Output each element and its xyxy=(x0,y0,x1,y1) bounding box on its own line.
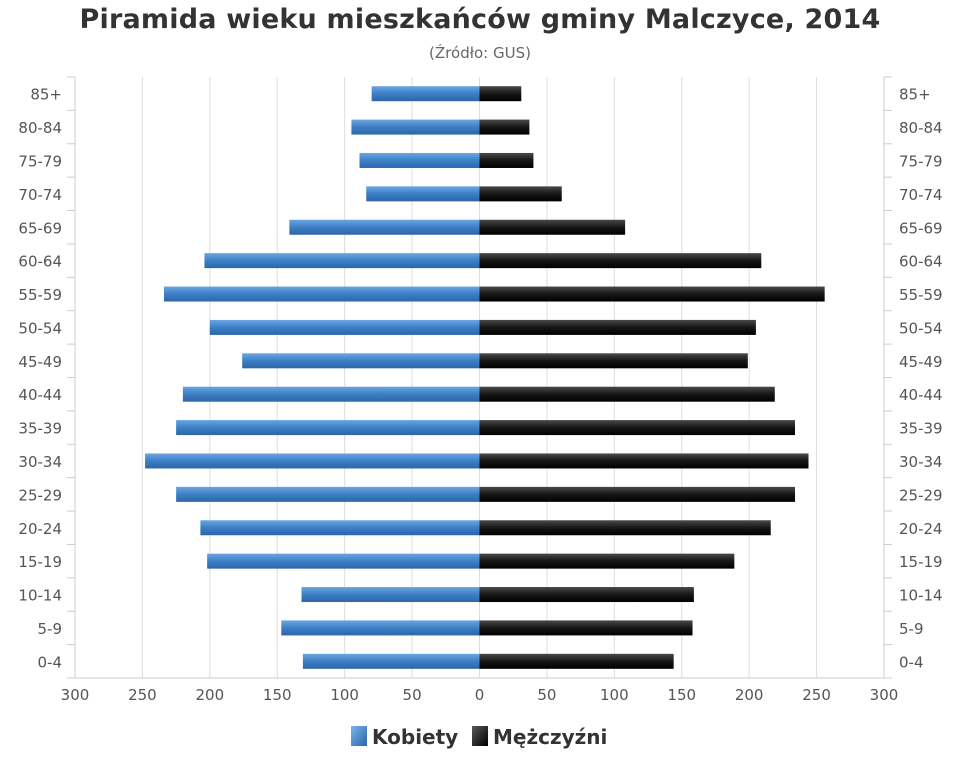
category-label-right: 70-74 xyxy=(899,186,943,204)
category-label-right: 80-84 xyxy=(899,119,943,137)
bar-mezczyzni xyxy=(479,587,694,603)
x-tick-label: 250 xyxy=(802,686,831,704)
category-label-right: 50-54 xyxy=(899,319,943,337)
bar-mezczyzni xyxy=(479,186,562,202)
x-tick-label: 300 xyxy=(870,686,899,704)
category-label-right: 0-4 xyxy=(899,653,924,671)
category-label-left: 20-24 xyxy=(18,520,62,538)
bar-kobiety xyxy=(200,520,480,536)
category-label-right: 30-34 xyxy=(899,453,943,471)
bar-kobiety xyxy=(176,420,480,436)
category-label-left: 80-84 xyxy=(18,119,62,137)
bar-kobiety xyxy=(301,587,480,603)
bar-mezczyzni xyxy=(479,119,530,135)
category-label-left: 55-59 xyxy=(18,286,62,304)
grid-lines xyxy=(141,77,818,678)
legend: Kobiety Mężczyźni xyxy=(351,725,607,749)
bar-kobiety xyxy=(359,152,480,168)
bar-kobiety xyxy=(163,286,480,302)
x-tick-label: 150 xyxy=(667,686,696,704)
legend-swatch-mezczyzni xyxy=(472,726,488,746)
category-label-right: 55-59 xyxy=(899,286,943,304)
category-label-left: 30-34 xyxy=(18,453,62,471)
chart-title: Piramida wieku mieszkańców gminy Malczyc… xyxy=(79,4,881,35)
bars xyxy=(145,86,825,669)
category-label-right: 65-69 xyxy=(899,219,943,237)
category-label-right: 85+ xyxy=(899,86,931,104)
bar-mezczyzni xyxy=(479,86,522,102)
bar-mezczyzni xyxy=(479,286,825,302)
category-label-right: 60-64 xyxy=(899,253,943,271)
category-label-left: 0-4 xyxy=(38,653,63,671)
category-label-right: 10-14 xyxy=(899,587,943,605)
bar-kobiety xyxy=(145,453,480,469)
axes xyxy=(67,76,892,679)
bar-kobiety xyxy=(207,553,480,569)
legend-swatch-kobiety xyxy=(351,726,367,746)
bar-mezczyzni xyxy=(479,152,534,168)
bar-kobiety xyxy=(204,253,480,269)
bar-kobiety xyxy=(289,219,480,235)
bar-kobiety xyxy=(351,119,480,135)
category-label-right: 25-29 xyxy=(899,486,943,504)
category-label-left: 5-9 xyxy=(38,620,63,638)
category-label-left: 25-29 xyxy=(18,486,62,504)
bar-kobiety xyxy=(176,486,480,502)
bar-kobiety xyxy=(302,653,480,669)
x-tick-label: 200 xyxy=(735,686,764,704)
category-label-left: 10-14 xyxy=(18,587,62,605)
bar-mezczyzni xyxy=(479,486,796,502)
bar-mezczyzni xyxy=(479,353,748,369)
bar-mezczyzni xyxy=(479,386,775,402)
legend-label-mezczyzni: Mężczyźni xyxy=(493,725,607,749)
bar-kobiety xyxy=(281,620,480,636)
category-label-right: 15-19 xyxy=(899,553,943,571)
x-tick-label: 150 xyxy=(263,686,292,704)
bar-kobiety xyxy=(371,86,480,102)
category-label-right: 35-39 xyxy=(899,420,943,438)
category-label-left: 35-39 xyxy=(18,420,62,438)
category-label-left: 15-19 xyxy=(18,553,62,571)
bar-mezczyzni xyxy=(479,319,756,335)
bar-mezczyzni xyxy=(479,620,693,636)
x-tick-label: 250 xyxy=(128,686,157,704)
x-tick-label: 300 xyxy=(61,686,90,704)
category-label-left: 45-49 xyxy=(18,353,62,371)
x-tick-label: 200 xyxy=(196,686,225,704)
category-label-left: 85+ xyxy=(30,86,62,104)
chart-subtitle: (Źródło: GUS) xyxy=(429,44,531,62)
category-label-right: 20-24 xyxy=(899,520,943,538)
bar-mezczyzni xyxy=(479,553,735,569)
category-label-left: 50-54 xyxy=(18,319,62,337)
bar-mezczyzni xyxy=(479,653,674,669)
category-label-right: 40-44 xyxy=(899,386,943,404)
category-label-right: 45-49 xyxy=(899,353,943,371)
x-tick-label: 50 xyxy=(537,686,556,704)
bar-mezczyzni xyxy=(479,420,796,436)
category-label-left: 60-64 xyxy=(18,253,62,271)
category-label-left: 65-69 xyxy=(18,219,62,237)
bar-kobiety xyxy=(366,186,480,202)
bar-mezczyzni xyxy=(479,253,762,269)
bar-mezczyzni xyxy=(479,453,809,469)
bar-kobiety xyxy=(182,386,480,402)
x-tick-label: 100 xyxy=(600,686,629,704)
legend-label-kobiety: Kobiety xyxy=(372,725,458,749)
category-label-left: 40-44 xyxy=(18,386,62,404)
x-tick-label: 0 xyxy=(475,686,485,704)
bar-kobiety xyxy=(209,319,480,335)
bar-mezczyzni xyxy=(479,520,771,536)
x-tick-label: 50 xyxy=(403,686,422,704)
category-label-left: 70-74 xyxy=(18,186,62,204)
bar-kobiety xyxy=(242,353,480,369)
x-tick-label: 100 xyxy=(330,686,359,704)
category-label-right: 5-9 xyxy=(899,620,924,638)
bar-mezczyzni xyxy=(479,219,626,235)
category-label-left: 75-79 xyxy=(18,152,62,170)
tick-labels: 300 250 200 150 100 50 0 50 100 150 200 250 300 85+ 85… xyxy=(18,86,942,704)
category-label-right: 75-79 xyxy=(899,152,943,170)
